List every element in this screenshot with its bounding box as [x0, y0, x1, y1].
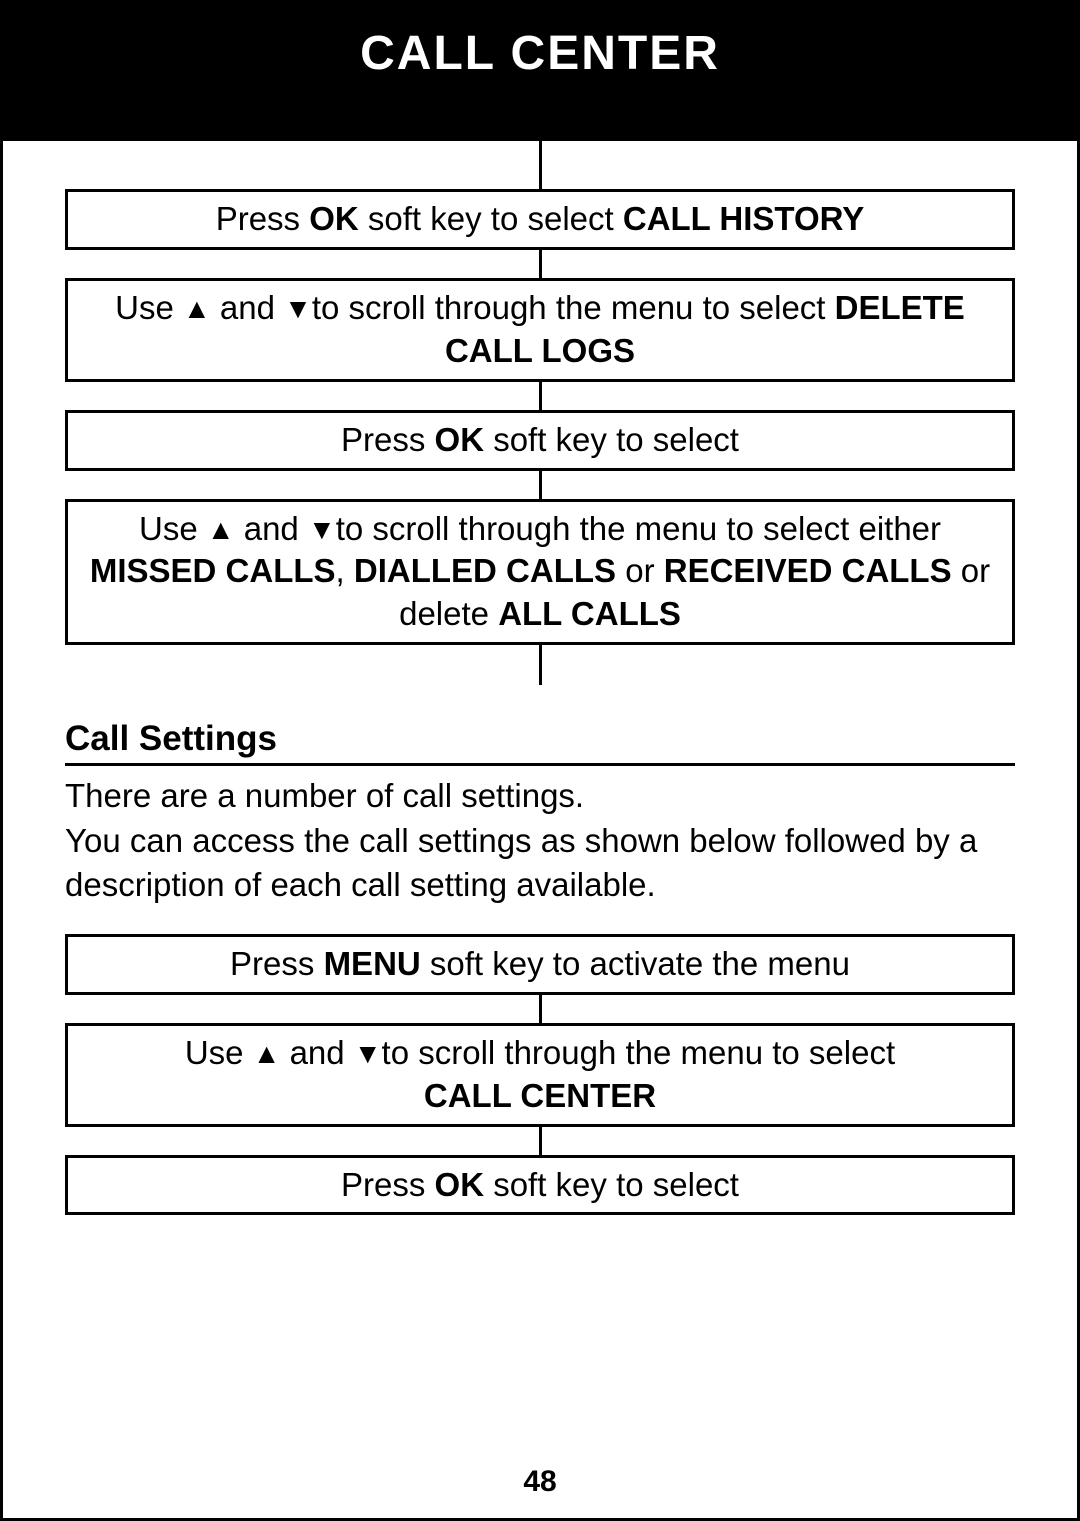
page-border [0, 0, 1080, 1521]
page-number: 48 [0, 1465, 1080, 1499]
